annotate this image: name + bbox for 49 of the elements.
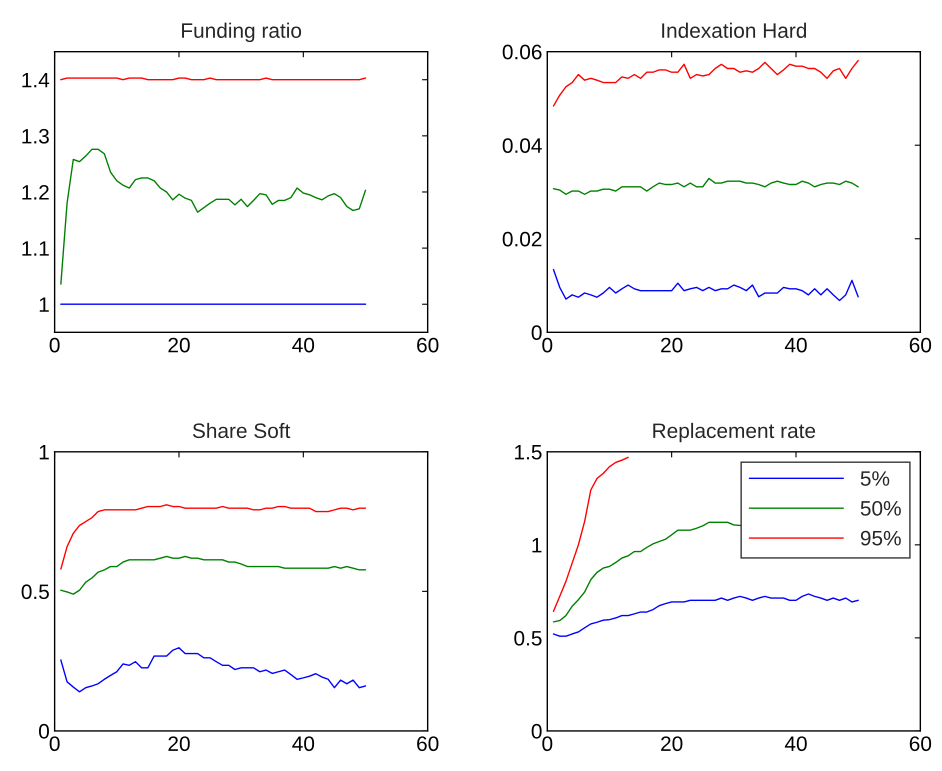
y-tick-label: 0.02 bbox=[502, 232, 542, 247]
x-tick-label: 0 bbox=[50, 338, 60, 352]
line-series bbox=[60, 647, 366, 693]
x-tick-label: 60 bbox=[417, 736, 438, 752]
y-tick-label: 0 bbox=[532, 724, 542, 739]
x-tick-label: 40 bbox=[292, 338, 314, 352]
line-series bbox=[60, 504, 366, 570]
chart-title: Replacement rate bbox=[653, 422, 816, 442]
legend-label: 95% bbox=[860, 530, 901, 546]
line-series bbox=[552, 593, 859, 637]
line-series bbox=[60, 556, 366, 595]
x-tick-label: 60 bbox=[417, 338, 438, 352]
legend-label: 5% bbox=[860, 471, 890, 486]
x-tick-label: 20 bbox=[168, 736, 190, 752]
line-series bbox=[60, 148, 366, 285]
line-series bbox=[552, 178, 859, 196]
line-series bbox=[552, 456, 629, 612]
line-series bbox=[552, 268, 859, 302]
x-tick-label: 40 bbox=[784, 736, 807, 752]
y-tick-label: 0.5 bbox=[22, 584, 49, 600]
x-tick-label: 20 bbox=[661, 736, 682, 752]
y-tick-label: 0.5 bbox=[514, 630, 542, 646]
x-tick-label: 0 bbox=[50, 736, 60, 752]
line-series bbox=[552, 60, 859, 107]
x-tick-label: 60 bbox=[910, 736, 932, 752]
y-tick-label: 0 bbox=[532, 325, 542, 340]
x-tick-label: 20 bbox=[168, 338, 190, 352]
legend-label: 50% bbox=[860, 500, 901, 516]
x-tick-label: 40 bbox=[292, 736, 314, 752]
y-tick-label: 1.5 bbox=[515, 445, 542, 460]
chart-title: Share Soft bbox=[192, 422, 290, 438]
x-tick-label: 20 bbox=[661, 338, 682, 352]
y-tick-label: 1.4 bbox=[22, 72, 50, 88]
x-tick-label: 60 bbox=[910, 338, 932, 352]
chart-title: Funding ratio bbox=[182, 22, 302, 42]
line-series bbox=[552, 522, 741, 623]
y-tick-label: 1.1 bbox=[22, 241, 49, 256]
y-tick-label: 1 bbox=[40, 445, 49, 460]
y-tick-label: 1.3 bbox=[22, 128, 49, 144]
y-tick-label: 1.2 bbox=[22, 184, 49, 200]
y-tick-label: 0.04 bbox=[502, 138, 542, 153]
y-tick-label: 1 bbox=[40, 297, 49, 312]
x-tick-label: 40 bbox=[784, 338, 807, 352]
x-tick-label: 0 bbox=[542, 736, 552, 752]
y-tick-label: 0 bbox=[39, 724, 49, 739]
y-tick-label: 1 bbox=[532, 538, 542, 552]
chart-title: Indexation Hard bbox=[662, 22, 806, 38]
x-tick-label: 0 bbox=[542, 338, 552, 352]
y-tick-label: 0.06 bbox=[502, 44, 542, 60]
